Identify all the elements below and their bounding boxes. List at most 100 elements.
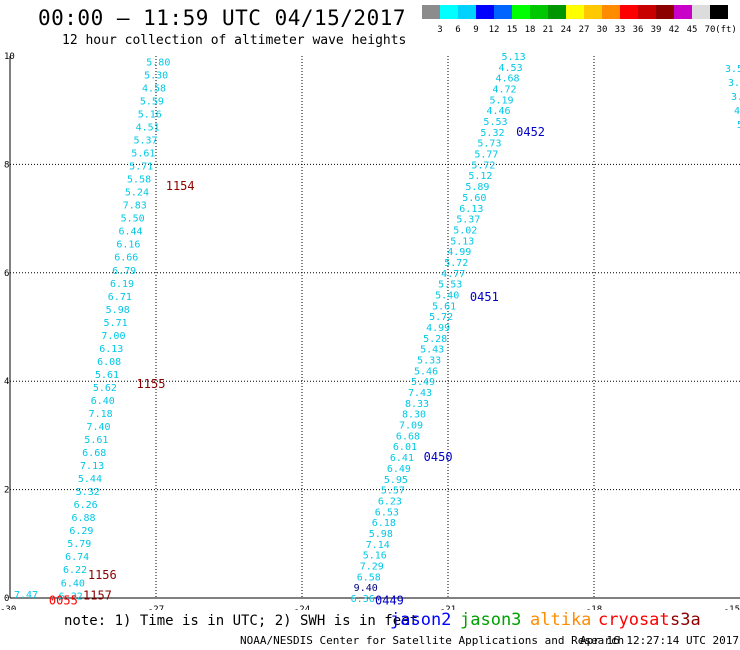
satellite-jason2: jason2 xyxy=(390,610,452,630)
wave-height-value: 5.61 xyxy=(95,370,119,381)
wave-height-value: 6.79 xyxy=(112,266,136,277)
legend-label: 15 xyxy=(506,25,518,35)
wave-height-value: 6.40 xyxy=(61,578,85,589)
wave-height-value: 5.19 xyxy=(489,95,513,106)
satellite-s3a: s3a xyxy=(670,610,701,630)
wave-height-value: 4.99 xyxy=(447,247,471,258)
generated-timestamp: Apr 16 12:27:14 UTC 2017 xyxy=(580,634,739,647)
y-tick-label: 10 xyxy=(4,52,15,62)
wave-height-value: 3. xyxy=(731,92,740,103)
wave-height-value: 6.71 xyxy=(108,292,132,303)
wave-height-value: 5.58 xyxy=(127,175,151,186)
wave-height-value: 5.43 xyxy=(420,345,444,356)
wave-height-value: 5.61 xyxy=(131,149,155,160)
legend-label: 70 xyxy=(704,25,716,35)
legend-swatch xyxy=(458,5,476,19)
x-tick-label: -27 xyxy=(148,605,164,610)
wave-height-value: 4.53 xyxy=(499,63,523,74)
wave-height-value: 7.18 xyxy=(89,409,113,420)
wave-height-value: 6.19 xyxy=(110,279,134,290)
wave-height-value: 5.71 xyxy=(129,162,153,173)
wave-height-value: 5.40 xyxy=(435,290,459,301)
wave-height-value: 5.30 xyxy=(144,70,168,81)
pass-time-label: 0452 xyxy=(516,125,545,139)
wave-height-value: 5.32 xyxy=(480,128,504,139)
x-tick-label: -30 xyxy=(0,605,16,610)
wave-height-value: 5.33 xyxy=(417,356,441,367)
x-tick-label: -21 xyxy=(440,605,456,610)
wave-height-value: 5.50 xyxy=(121,214,145,225)
wave-height-value: 4.68 xyxy=(495,74,519,85)
wave-height-value: 6.26 xyxy=(74,500,98,511)
pass-time-label: 1157 xyxy=(83,588,112,602)
wave-height-value: 6.66 xyxy=(114,253,138,264)
y-tick-label: 0 xyxy=(4,594,9,604)
wave-height-value: 6.74 xyxy=(65,552,89,563)
wave-height-value: 6.13 xyxy=(99,344,123,355)
legend-swatch xyxy=(530,5,548,19)
pass-time-label: 1156 xyxy=(88,568,117,582)
wave-height-value: 5.71 xyxy=(104,318,128,329)
wave-height-value: 6.58 xyxy=(357,572,381,583)
wave-height-value: 5.77 xyxy=(474,150,498,161)
wave-height-value: 6.53 xyxy=(375,507,399,518)
wave-height-value: 7.13 xyxy=(80,461,104,472)
legend-swatch xyxy=(422,5,440,19)
pass-time-label: 1154 xyxy=(166,179,195,193)
legend-swatch xyxy=(638,5,656,19)
wave-height-value: 5.72 xyxy=(429,312,453,323)
wave-height-value: 5.16 xyxy=(363,551,387,562)
wave-height-value: 4.72 xyxy=(492,85,516,96)
pass-time-label: 0449 xyxy=(375,594,404,608)
legend-label: 30 xyxy=(596,25,608,35)
wave-height-value: 4.46 xyxy=(486,106,510,117)
legend-label: 21 xyxy=(542,25,554,35)
wave-height-value: 5.95 xyxy=(384,475,408,486)
wave-height-value: 6.68 xyxy=(396,431,420,442)
wave-height-value: 5.59 xyxy=(140,96,164,107)
wave-height-value: 5.57 xyxy=(381,486,405,497)
legend-swatch xyxy=(620,5,638,19)
wave-height-value: 5.53 xyxy=(438,280,462,291)
wave-height-value: 6.08 xyxy=(97,357,121,368)
y-tick-label: 8 xyxy=(4,160,9,170)
legend-swatch xyxy=(710,5,728,19)
wave-height-value: 7.47 xyxy=(14,590,38,601)
wave-height-value: 7.43 xyxy=(408,388,432,399)
wave-height-value: 6.32 xyxy=(59,591,83,602)
legend-swatch xyxy=(548,5,566,19)
wave-height-value: 6.68 xyxy=(82,448,106,459)
y-tick-label: 4 xyxy=(4,377,9,387)
legend-swatch xyxy=(602,5,620,19)
legend-label: 9 xyxy=(473,25,479,35)
wave-height-value: 5.53 xyxy=(483,117,507,128)
wave-height-value: 5.13 xyxy=(502,52,526,63)
wave-height-value: 4.99 xyxy=(426,323,450,334)
wave-height-value: 6.40 xyxy=(91,396,115,407)
legend-label: 45 xyxy=(686,25,698,35)
wave-height-value: 5.13 xyxy=(450,236,474,247)
legend-swatch xyxy=(584,5,602,19)
legend-unit: (ft) xyxy=(715,25,737,35)
wave-height-value: 5.49 xyxy=(411,377,435,388)
wave-height-value: 5.28 xyxy=(423,334,447,345)
wave-height-value: 8.33 xyxy=(405,399,429,410)
wave-height-value: 5.32 xyxy=(76,487,100,498)
wave-height-value: 7.14 xyxy=(366,540,390,551)
x-tick-label: -24 xyxy=(294,605,310,610)
wave-height-value: 6.01 xyxy=(393,442,417,453)
wave-height-value: 5.46 xyxy=(414,366,438,377)
wave-height-value: 5.37 xyxy=(456,215,480,226)
wave-height-value: 5.12 xyxy=(468,171,492,182)
wave-height-value: 5.73 xyxy=(477,139,501,150)
legend-label: 3 xyxy=(437,25,443,35)
legend-label: 24 xyxy=(560,25,572,35)
wave-height-value: 4.51 xyxy=(136,123,160,134)
legend-swatch xyxy=(656,5,674,19)
wave-height-value: 3.7 xyxy=(728,78,740,89)
wave-height-value: 7.40 xyxy=(86,422,110,433)
wave-height-value: 6.22 xyxy=(63,565,87,576)
legend-swatch xyxy=(692,5,710,19)
wave-height-value: 5. xyxy=(737,120,740,131)
legend-label: 33 xyxy=(614,25,626,35)
